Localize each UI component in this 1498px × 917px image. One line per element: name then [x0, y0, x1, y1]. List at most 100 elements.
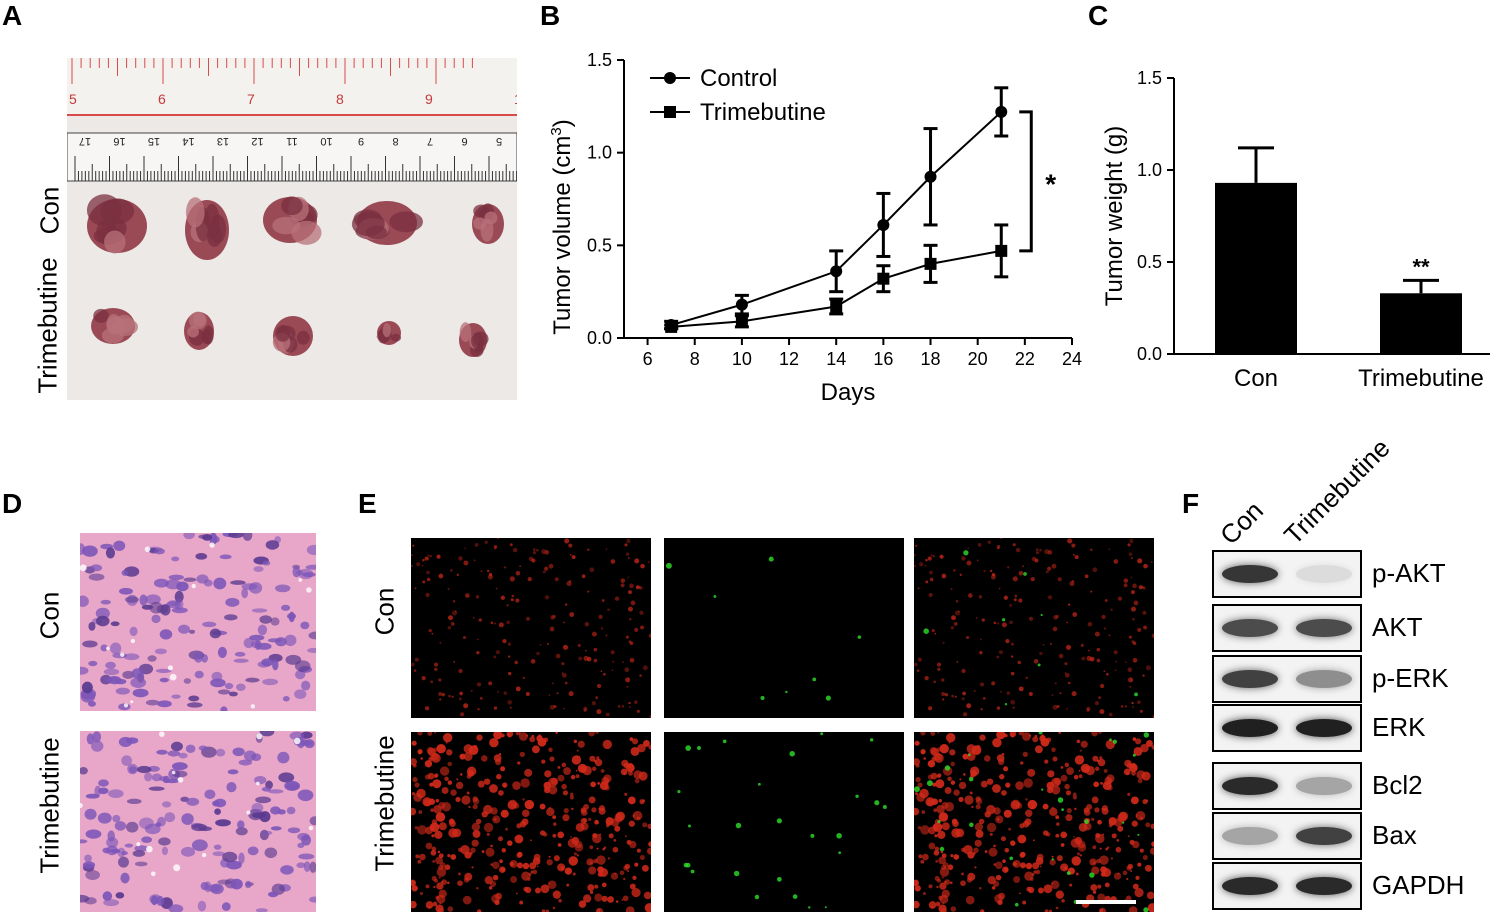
red-signal: [546, 807, 555, 817]
tumor-lobe: [473, 204, 489, 218]
nucleus: [284, 780, 301, 791]
red-signal: [921, 751, 925, 755]
red-signal: [625, 635, 629, 639]
red-signal: [427, 905, 431, 909]
red-signal: [554, 577, 559, 582]
red-signal: [928, 706, 933, 711]
red-signal: [933, 680, 937, 684]
red-signal: [548, 694, 551, 696]
red-signal: [631, 888, 641, 898]
red-signal: [411, 758, 417, 766]
red-signal: [993, 863, 997, 866]
red-signal: [583, 708, 587, 712]
red-signal: [561, 672, 564, 674]
tumor: [272, 316, 313, 356]
nucleus: [155, 668, 172, 673]
red-signal: [626, 538, 631, 544]
scale-bar: [1076, 900, 1136, 904]
nucleus: [227, 769, 239, 775]
nucleus: [118, 736, 133, 747]
bar-con: [1215, 182, 1297, 354]
red-signal: [563, 808, 569, 814]
red-signal: [553, 705, 557, 709]
tumor-lobe: [185, 197, 205, 228]
red-signal: [1047, 595, 1053, 600]
nucleus: [114, 821, 127, 831]
red-signal: [507, 699, 513, 705]
ruler-upper-number: 10: [514, 91, 517, 107]
x-tick-label: 18: [921, 349, 941, 369]
red-signal: [474, 542, 479, 547]
red-signal: [628, 640, 632, 644]
red-signal: [914, 758, 920, 766]
red-signal: [914, 792, 919, 796]
red-signal: [1137, 558, 1143, 564]
red-signal: [947, 864, 954, 871]
red-signal: [495, 650, 500, 655]
red-signal: [961, 668, 966, 674]
red-signal: [1142, 799, 1148, 805]
data-point: [665, 320, 678, 333]
red-signal: [1152, 715, 1154, 718]
tumor: [185, 197, 229, 260]
nucleus: [171, 762, 188, 771]
nucleus: [257, 624, 268, 636]
red-signal: [1091, 866, 1100, 875]
red-signal: [1005, 639, 1010, 644]
red-signal: [1022, 565, 1025, 568]
green-signal: [968, 777, 974, 782]
red-signal: [1044, 909, 1049, 912]
red-signal: [965, 895, 975, 905]
red-signal: [1122, 870, 1128, 876]
vacuole: [256, 733, 263, 740]
red-signal: [641, 864, 649, 872]
red-signal: [1088, 649, 1090, 652]
band-tri: [1296, 777, 1352, 795]
nucleus: [188, 629, 196, 634]
red-signal: [1101, 614, 1106, 620]
red-signal: [980, 780, 988, 788]
vacuole: [144, 546, 151, 553]
nucleus: [158, 837, 171, 846]
red-signal: [426, 570, 430, 575]
nucleus: [202, 621, 217, 628]
red-signal: [1030, 577, 1035, 582]
nucleus: [238, 759, 253, 766]
red-signal: [954, 695, 957, 698]
nucleus: [236, 683, 246, 691]
red-signal: [1110, 608, 1113, 612]
red-signal: [546, 642, 549, 645]
nucleus: [151, 773, 163, 782]
red-signal: [444, 776, 449, 782]
red-signal: [571, 755, 582, 765]
red-signal: [458, 556, 463, 561]
red-signal: [1145, 822, 1151, 828]
red-signal: [1132, 706, 1134, 708]
red-signal: [1066, 767, 1074, 775]
red-signal: [532, 551, 536, 555]
red-signal: [1076, 739, 1081, 744]
red-signal: [914, 564, 917, 567]
tumor-volume-chart: Tumor volume (cm3) 6 8 10 12 14 16 18 20 22 240.0…: [548, 50, 1082, 406]
red-signal: [1072, 553, 1075, 556]
red-signal: [1086, 708, 1090, 712]
red-signal: [969, 791, 973, 795]
red-signal: [1048, 909, 1053, 912]
red-signal: [939, 744, 949, 754]
red-signal: [432, 860, 436, 863]
red-signal: [1139, 848, 1144, 853]
red-signal: [1027, 768, 1036, 777]
red-signal: [498, 752, 502, 756]
green-signal: [937, 819, 941, 824]
red-signal: [1052, 756, 1058, 762]
red-signal: [1131, 617, 1135, 621]
red-signal: [563, 621, 565, 624]
green-signal: [820, 732, 824, 736]
ruler-upper-number: 8: [336, 91, 344, 107]
red-signal: [955, 828, 965, 838]
red-signal: [629, 583, 634, 589]
nucleus: [115, 892, 125, 899]
red-signal: [490, 844, 493, 848]
nucleus: [120, 872, 130, 884]
red-signal: [562, 644, 569, 650]
